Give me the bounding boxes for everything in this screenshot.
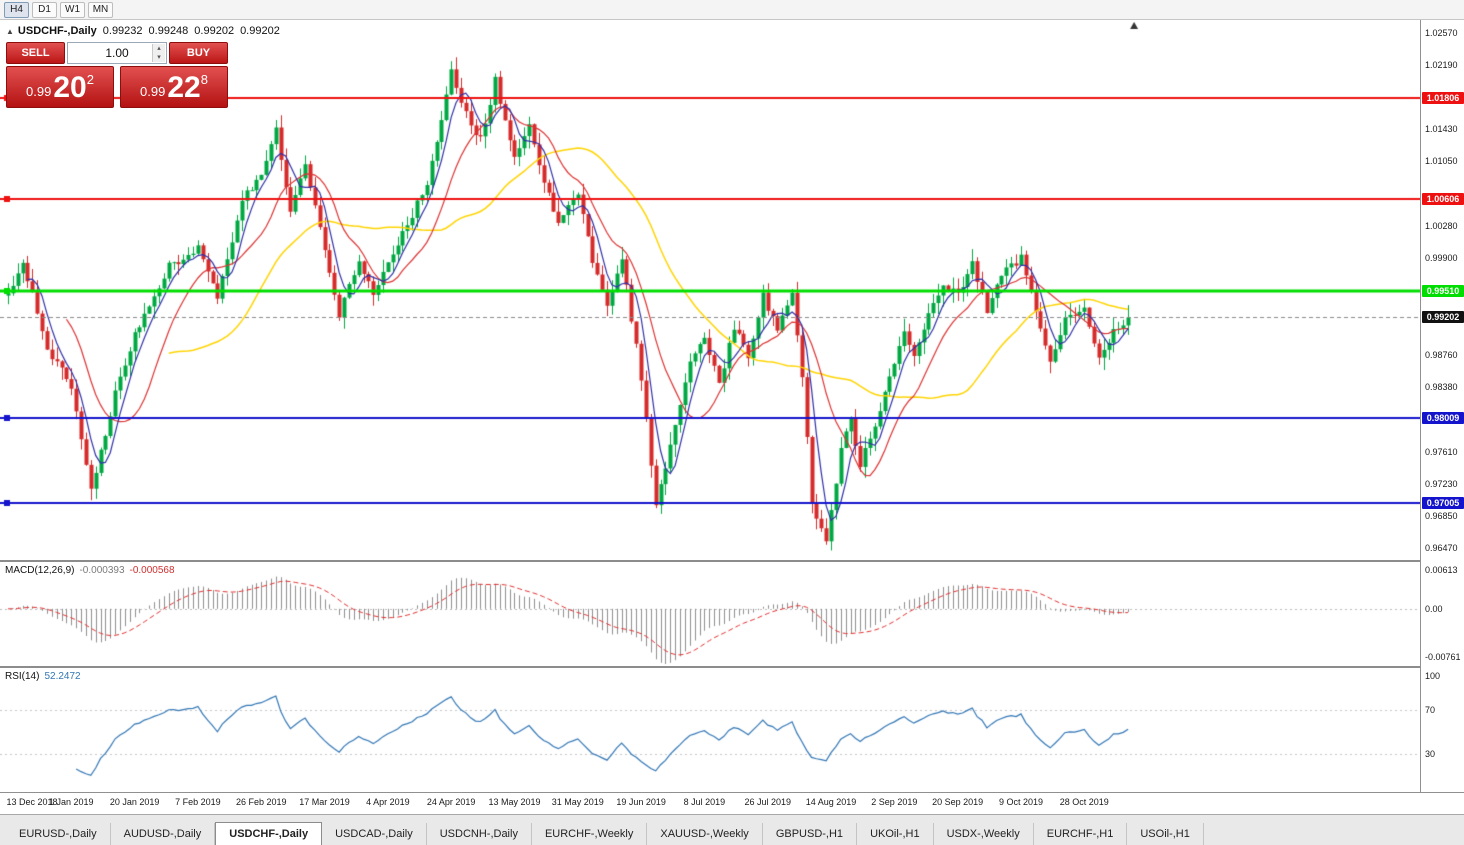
sell-price-pips: 20 <box>53 71 87 104</box>
rsi-name: RSI(14) <box>5 671 40 682</box>
sell-price-button[interactable]: 0.99 20 2 <box>6 66 114 108</box>
pane-separator[interactable] <box>0 666 1464 668</box>
price-tick: 0.99900 <box>1425 253 1458 264</box>
rsi-label: RSI(14) 52.2472 <box>5 671 81 682</box>
macd-label: MACD(12,26,9) -0.000393 -0.000568 <box>5 565 175 576</box>
rsi-axis-tick: 70 <box>1425 704 1436 715</box>
date-tick: 4 Apr 2019 <box>366 797 410 807</box>
date-tick: 24 Apr 2019 <box>426 797 476 807</box>
chart-tab-eurusd-daily[interactable]: EURUSD-,Daily <box>6 823 111 845</box>
volume-value: 1.00 <box>105 46 129 60</box>
price-line-badge: 1.01806 <box>1422 91 1464 104</box>
macd-main-value: -0.000393 <box>79 565 125 576</box>
volume-up-icon[interactable]: ▴ <box>153 44 165 53</box>
rsi-canvas[interactable] <box>0 668 1420 792</box>
low-value: 0.99202 <box>194 25 235 37</box>
pane-separator[interactable] <box>0 560 1464 562</box>
volume-input[interactable]: 1.00 ▴ ▾ <box>67 42 167 64</box>
timeframe-button-w1[interactable]: W1 <box>60 1 85 18</box>
current-price-badge: 0.99202 <box>1422 311 1464 324</box>
timeframe-button-d1[interactable]: D1 <box>32 1 57 18</box>
price-tick: 1.00280 <box>1425 221 1458 232</box>
chart-tab-eurchf-h1[interactable]: EURCHF-,H1 <box>1034 823 1128 845</box>
chart-tab-bar: EURUSD-,Daily AUDUSD-,Daily USDCHF-,Daily U… <box>0 814 1464 845</box>
date-tick: 13 Dec 2018 <box>6 797 58 807</box>
sell-button[interactable]: SELL <box>6 42 65 64</box>
price-line-badge: 0.97005 <box>1422 496 1464 509</box>
price-tick: 0.96470 <box>1425 543 1458 553</box>
date-tick: 19 Jun 2019 <box>616 797 666 807</box>
rsi-axis-tick: 100 <box>1425 671 1441 681</box>
price-line-badge: 0.99510 <box>1422 285 1464 298</box>
buy-price-pipette: 8 <box>200 72 208 87</box>
timeframe-button-mn[interactable]: MN <box>88 1 113 18</box>
chart-tab-gbpusd-h1[interactable]: GBPUSD-,H1 <box>763 823 858 845</box>
chart-tab-usdchf-daily[interactable]: USDCHF-,Daily <box>215 822 323 845</box>
chart-tab-usoil-h1[interactable]: USOil-,H1 <box>1127 823 1204 845</box>
date-tick: 20 Jan 2019 <box>109 797 160 807</box>
macd-axis-tick: -0.00761 <box>1425 652 1461 662</box>
date-tick: 20 Sep 2019 <box>932 797 984 807</box>
rsi-value: 52.2472 <box>44 671 81 682</box>
macd-axis-tick: 0.00 <box>1425 603 1443 614</box>
open-value: 0.99232 <box>102 25 143 37</box>
chart-tab-eurchf-weekly[interactable]: EURCHF-,Weekly <box>532 823 648 845</box>
chart-tab-xauusd-weekly[interactable]: XAUUSD-,Weekly <box>647 823 763 845</box>
buy-price-base: 0.99 <box>140 84 166 99</box>
date-tick: 14 Aug 2019 <box>805 797 857 807</box>
date-tick: 8 Jul 2019 <box>683 797 726 807</box>
price-tick: 0.98760 <box>1425 349 1458 360</box>
one-click-trading-panel: SELL 1.00 ▴ ▾ BUY 0.99 20 2 0.99 22 8 <box>6 42 228 108</box>
chart-title: ▲ USDCHF-,Daily 0.99232 0.99248 0.99202 0.992… <box>6 25 280 37</box>
chart-window: 13 Dec 2018 1 Jan 2019 20 Jan 2019 7 Feb 20… <box>0 20 1464 814</box>
timeframe-button-h4[interactable]: H4 <box>4 1 29 18</box>
price-tick: 0.98380 <box>1425 381 1458 392</box>
date-tick: 26 Jul 2019 <box>744 797 791 807</box>
macd-canvas[interactable] <box>0 562 1420 666</box>
buy-price-button[interactable]: 0.99 22 8 <box>120 66 228 108</box>
chart-tab-audusd-daily[interactable]: AUDUSD-,Daily <box>111 823 216 845</box>
date-tick: 9 Oct 2019 <box>998 797 1043 807</box>
price-tick: 1.01430 <box>1425 124 1458 135</box>
timeframe-toolbar: H4 D1 W1 MN <box>0 0 1464 20</box>
rsi-axis-tick: 30 <box>1425 749 1436 760</box>
macd-signal-value: -0.000568 <box>129 565 175 576</box>
price-tick: 0.97610 <box>1425 446 1458 457</box>
date-tick: 7 Feb 2019 <box>175 797 221 807</box>
one-click-collapse-icon[interactable]: ▲ <box>6 27 14 36</box>
macd-name: MACD(12,26,9) <box>5 565 75 576</box>
date-tick: 26 Feb 2019 <box>235 797 287 807</box>
chart-tab-usdcnh-daily[interactable]: USDCNH-,Daily <box>427 823 532 845</box>
price-chart-canvas[interactable] <box>0 20 1420 560</box>
price-line-badge: 0.98009 <box>1422 412 1464 425</box>
chart-tab-usdcad-daily[interactable]: USDCAD-,Daily <box>322 823 427 845</box>
price-axis[interactable]: 1.02570 1.02190 1.01430 1.01050 1.00280 0.999… <box>1420 20 1464 792</box>
date-tick: 31 May 2019 <box>551 797 604 807</box>
price-line-badge: 1.00606 <box>1422 192 1464 205</box>
chart-tab-usdx-weekly[interactable]: USDX-,Weekly <box>934 823 1034 845</box>
price-tick: 1.02570 <box>1425 28 1458 38</box>
volume-spinner: ▴ ▾ <box>152 44 165 62</box>
price-tick: 0.96850 <box>1425 510 1458 521</box>
macd-axis-tick: 0.00613 <box>1425 565 1458 575</box>
symbol-period-label: USDCHF-,Daily <box>17 25 97 37</box>
date-tick: 2 Sep 2019 <box>871 797 918 807</box>
volume-down-icon[interactable]: ▾ <box>153 53 165 62</box>
buy-price-pips: 22 <box>167 71 201 104</box>
chart-tab-ukoil-h1[interactable]: UKOil-,H1 <box>857 823 934 845</box>
date-tick: 28 Oct 2019 <box>1059 797 1109 807</box>
buy-button[interactable]: BUY <box>169 42 228 64</box>
date-tick: 13 May 2019 <box>488 797 541 807</box>
date-tick: 1 Jan 2019 <box>49 797 94 807</box>
high-value: 0.99248 <box>148 25 189 37</box>
sell-price-pipette: 2 <box>86 72 94 87</box>
close-value: 0.99202 <box>240 25 280 37</box>
price-tick: 0.97230 <box>1425 478 1458 489</box>
sell-price-base: 0.99 <box>26 84 52 99</box>
price-tick: 1.01050 <box>1425 156 1458 167</box>
date-tick: 17 Mar 2019 <box>299 797 350 807</box>
price-tick: 1.02190 <box>1425 60 1458 71</box>
time-axis[interactable]: 13 Dec 2018 1 Jan 2019 20 Jan 2019 7 Feb 20… <box>0 792 1464 814</box>
